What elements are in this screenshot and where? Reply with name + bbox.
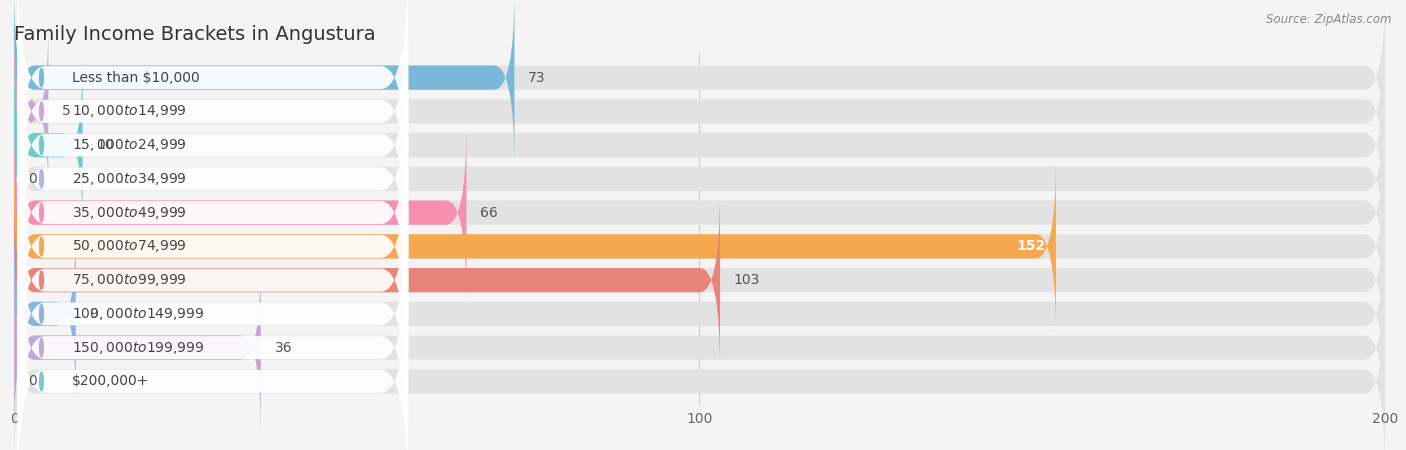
FancyBboxPatch shape — [14, 225, 1385, 403]
FancyBboxPatch shape — [14, 0, 515, 166]
FancyBboxPatch shape — [17, 157, 408, 404]
Text: 0: 0 — [28, 172, 37, 186]
Text: $50,000 to $74,999: $50,000 to $74,999 — [72, 238, 187, 254]
FancyBboxPatch shape — [14, 191, 720, 369]
Text: $150,000 to $199,999: $150,000 to $199,999 — [72, 340, 205, 356]
FancyBboxPatch shape — [17, 0, 408, 201]
FancyBboxPatch shape — [14, 157, 1385, 335]
FancyBboxPatch shape — [14, 123, 467, 302]
Circle shape — [39, 372, 44, 391]
FancyBboxPatch shape — [17, 123, 408, 370]
Text: $15,000 to $24,999: $15,000 to $24,999 — [72, 137, 187, 153]
FancyBboxPatch shape — [14, 225, 76, 403]
Text: $75,000 to $99,999: $75,000 to $99,999 — [72, 272, 187, 288]
Text: 10: 10 — [96, 138, 114, 152]
FancyBboxPatch shape — [14, 56, 83, 234]
Text: 103: 103 — [734, 273, 761, 287]
FancyBboxPatch shape — [17, 22, 408, 269]
Text: Source: ZipAtlas.com: Source: ZipAtlas.com — [1267, 14, 1392, 27]
FancyBboxPatch shape — [14, 0, 1385, 166]
FancyBboxPatch shape — [17, 55, 408, 302]
FancyBboxPatch shape — [14, 90, 1385, 268]
Text: $200,000+: $200,000+ — [72, 374, 149, 388]
FancyBboxPatch shape — [17, 190, 408, 437]
FancyBboxPatch shape — [17, 0, 408, 235]
Circle shape — [39, 271, 44, 289]
Text: Family Income Brackets in Angustura: Family Income Brackets in Angustura — [14, 25, 375, 44]
Circle shape — [39, 136, 44, 154]
Text: $35,000 to $49,999: $35,000 to $49,999 — [72, 205, 187, 220]
Text: 5: 5 — [62, 104, 70, 118]
Circle shape — [39, 203, 44, 222]
FancyBboxPatch shape — [14, 157, 1056, 335]
Text: 152: 152 — [1017, 239, 1046, 253]
Circle shape — [39, 305, 44, 323]
Circle shape — [39, 338, 44, 357]
FancyBboxPatch shape — [14, 56, 1385, 234]
Text: Less than $10,000: Less than $10,000 — [72, 71, 200, 85]
FancyBboxPatch shape — [14, 292, 1385, 450]
Text: $25,000 to $34,999: $25,000 to $34,999 — [72, 171, 187, 187]
Circle shape — [39, 170, 44, 188]
Text: 73: 73 — [529, 71, 546, 85]
Text: 9: 9 — [90, 307, 98, 321]
FancyBboxPatch shape — [17, 258, 408, 450]
Text: 0: 0 — [28, 374, 37, 388]
FancyBboxPatch shape — [14, 22, 1385, 201]
Text: 66: 66 — [481, 206, 498, 220]
FancyBboxPatch shape — [14, 123, 1385, 302]
Circle shape — [39, 68, 44, 87]
FancyBboxPatch shape — [14, 22, 48, 201]
Text: $100,000 to $149,999: $100,000 to $149,999 — [72, 306, 205, 322]
Text: 36: 36 — [274, 341, 292, 355]
Circle shape — [39, 237, 44, 256]
FancyBboxPatch shape — [14, 191, 1385, 369]
FancyBboxPatch shape — [14, 258, 262, 436]
FancyBboxPatch shape — [17, 224, 408, 450]
FancyBboxPatch shape — [14, 258, 1385, 436]
FancyBboxPatch shape — [17, 89, 408, 336]
Text: $10,000 to $14,999: $10,000 to $14,999 — [72, 104, 187, 119]
Circle shape — [39, 102, 44, 121]
